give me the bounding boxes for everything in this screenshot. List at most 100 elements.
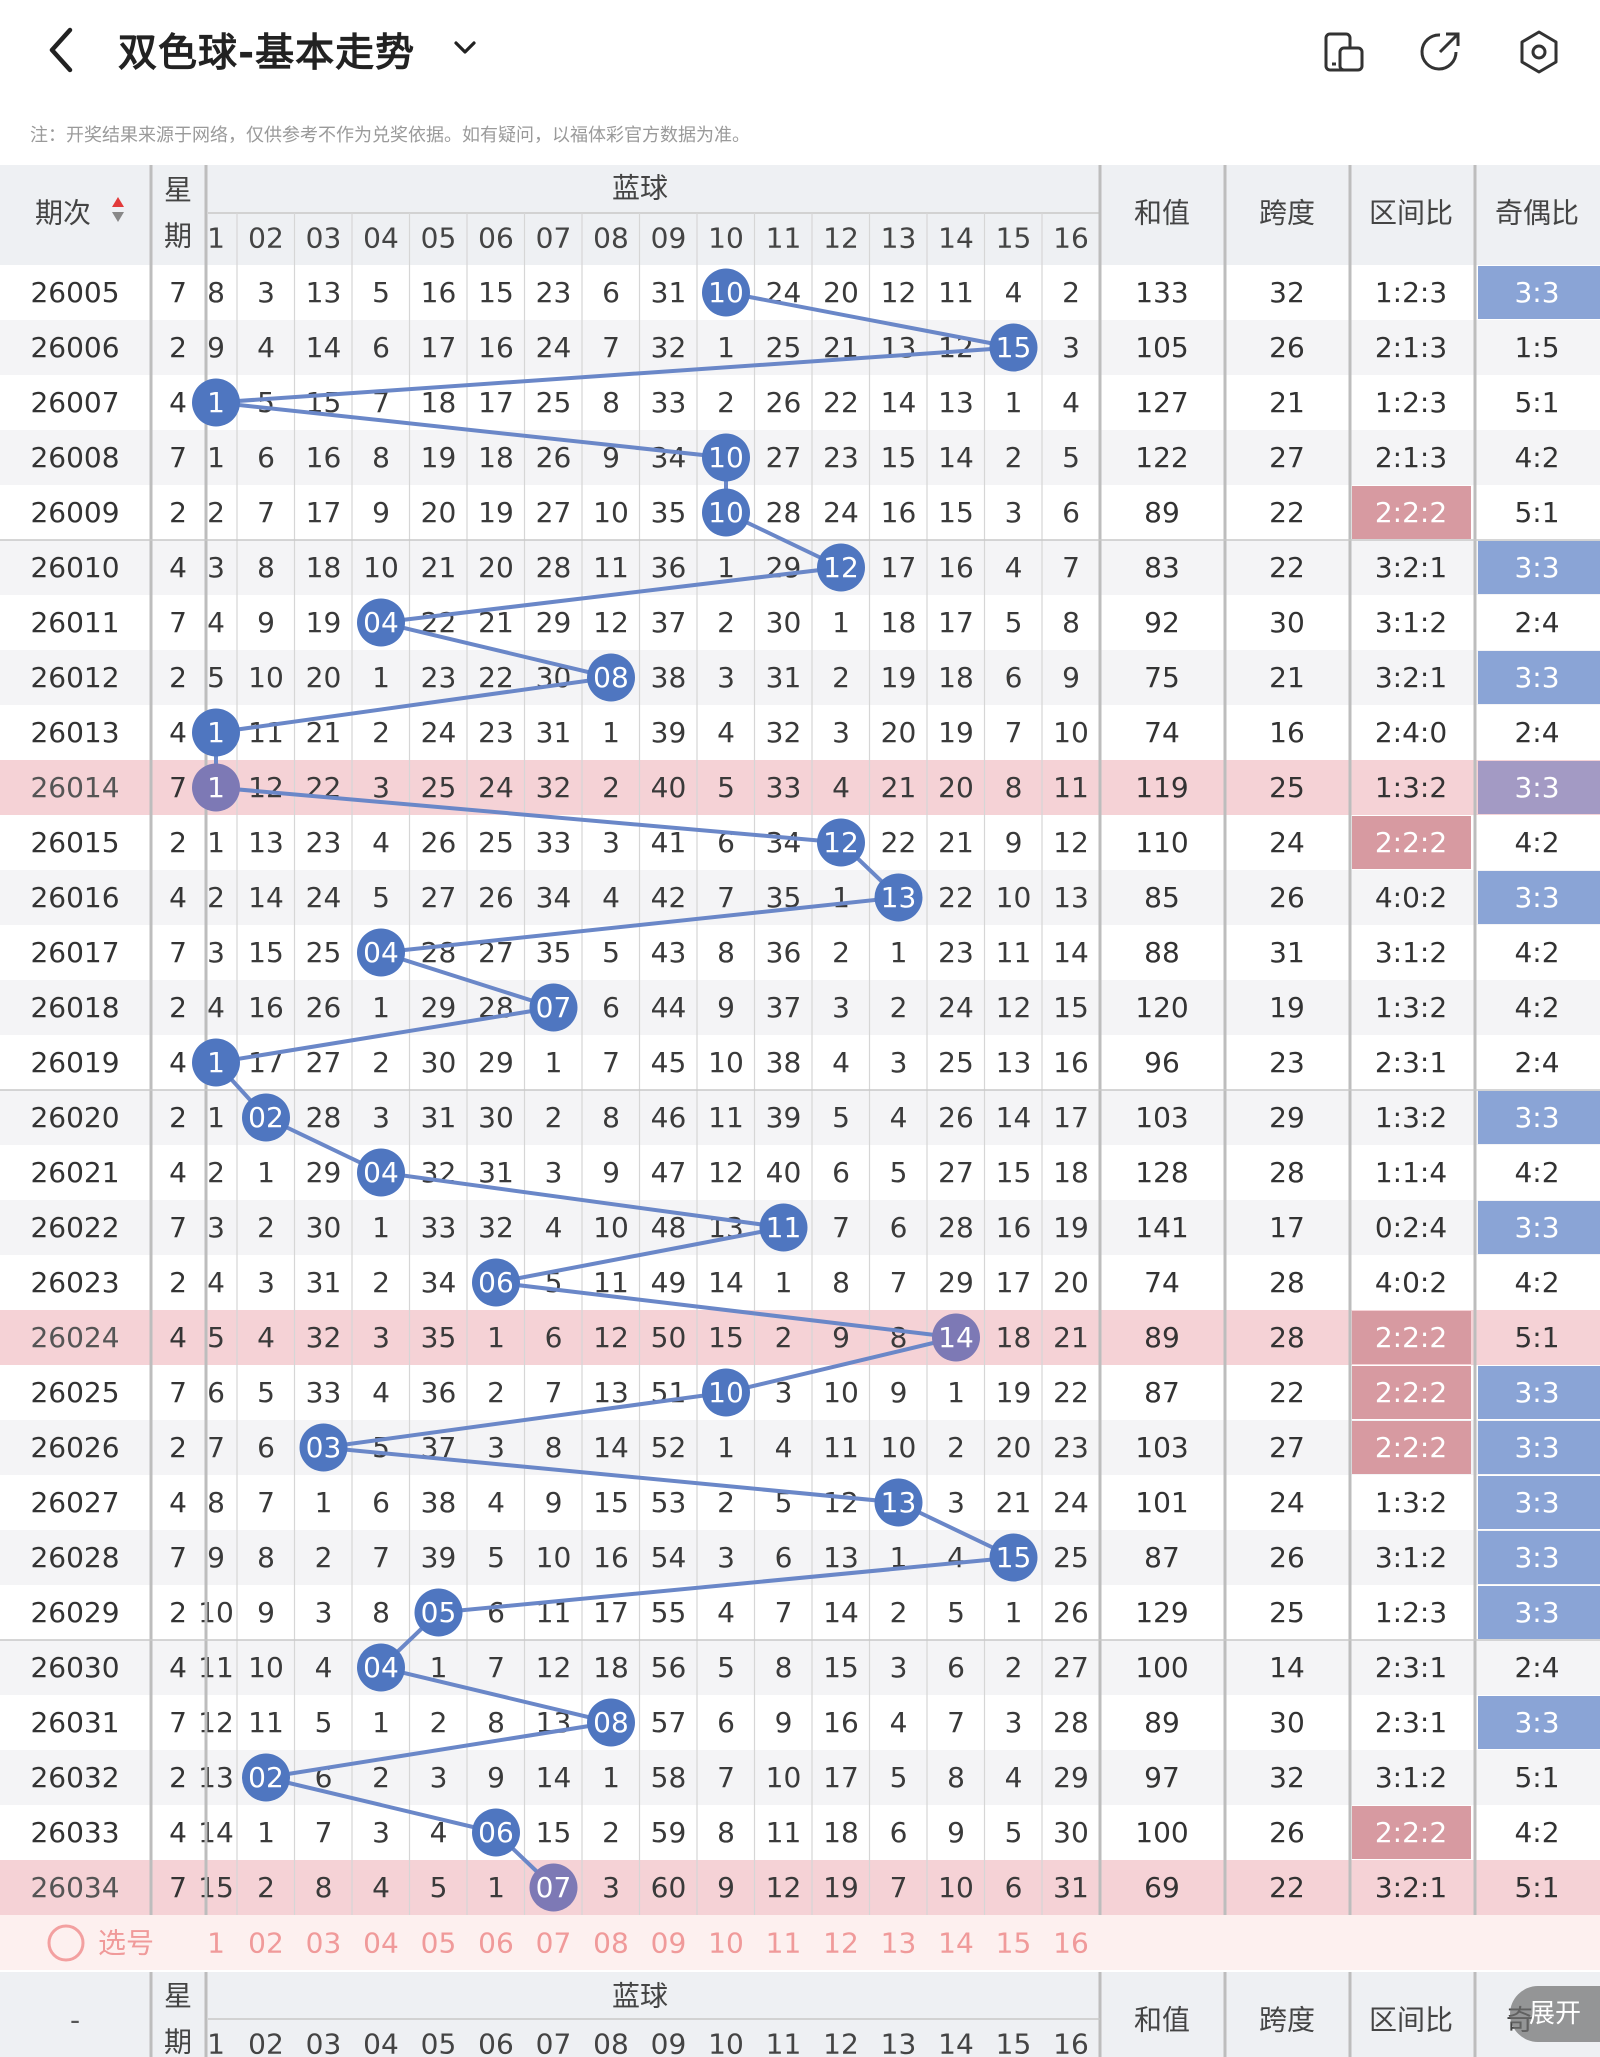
blue-ball[interactable]	[242, 1753, 290, 1802]
table-row[interactable]	[0, 870, 1600, 925]
table-row[interactable]	[0, 650, 1600, 705]
dropdown-chevron-icon[interactable]	[450, 32, 480, 62]
row-miss-value: 52	[651, 1431, 687, 1464]
table-row[interactable]	[0, 1145, 1600, 1200]
table-row[interactable]	[0, 980, 1600, 1035]
table-row[interactable]	[0, 1420, 1600, 1475]
blue-ball[interactable]	[817, 818, 865, 867]
blue-ball[interactable]	[702, 488, 750, 537]
select-number[interactable]: 09	[651, 1927, 687, 1960]
blue-ball[interactable]	[357, 598, 405, 647]
row-zone: 1:3:2	[1375, 991, 1447, 1024]
select-number[interactable]: 07	[536, 1927, 572, 1960]
blue-ball[interactable]	[192, 708, 240, 757]
blue-ball[interactable]	[874, 1478, 923, 1527]
select-number[interactable]: 11	[766, 1927, 802, 1960]
blue-ball[interactable]	[989, 323, 1038, 372]
select-number[interactable]: 08	[593, 1927, 629, 1960]
table-row[interactable]	[0, 485, 1600, 540]
select-number[interactable]: 14	[938, 1927, 974, 1960]
select-number[interactable]: 1	[207, 1927, 225, 1960]
select-number[interactable]: 06	[478, 1927, 514, 1960]
blue-ball[interactable]	[299, 1423, 348, 1472]
blue-ball[interactable]	[702, 1368, 750, 1417]
row-miss-value: 19	[996, 1376, 1032, 1409]
table-row[interactable]	[0, 1255, 1600, 1310]
table-row[interactable]	[0, 265, 1600, 320]
blue-ball[interactable]	[587, 653, 635, 702]
circle-select-icon[interactable]	[47, 1924, 85, 1962]
row-miss-value: 3	[257, 1266, 275, 1299]
table-row[interactable]	[0, 1640, 1600, 1695]
table-row[interactable]	[0, 375, 1600, 430]
select-number[interactable]: 15	[996, 1927, 1032, 1960]
select-number[interactable]: 02	[248, 1927, 284, 1960]
row-miss-value: 11	[766, 1816, 802, 1849]
row-miss-value: 17	[996, 1266, 1032, 1299]
blue-ball[interactable]	[759, 1203, 808, 1252]
blue-ball[interactable]	[989, 1533, 1038, 1582]
table-row[interactable]	[0, 1475, 1600, 1530]
page-title[interactable]: 双色球-基本走势	[118, 31, 416, 76]
select-number[interactable]: 10	[708, 1927, 744, 1960]
blue-ball[interactable]	[587, 1698, 635, 1747]
blue-ball[interactable]	[357, 1643, 405, 1692]
select-number[interactable]: 04	[363, 1927, 399, 1960]
sort-down-icon[interactable]	[112, 212, 124, 222]
row-zone: 2:2:2	[1375, 1431, 1447, 1464]
blue-ball-number: 1	[207, 716, 225, 749]
blue-ball[interactable]	[529, 1863, 578, 1912]
table-row[interactable]	[0, 1860, 1600, 1915]
blue-ball[interactable]	[414, 1588, 463, 1637]
table-row[interactable]	[0, 430, 1600, 485]
table-row[interactable]	[0, 1530, 1600, 1585]
row-miss-value: 24	[306, 881, 342, 914]
select-number[interactable]: 03	[306, 1927, 342, 1960]
blue-ball[interactable]	[357, 1148, 405, 1197]
blue-ball[interactable]	[817, 543, 865, 592]
table-row[interactable]	[0, 1695, 1600, 1750]
blue-ball[interactable]	[932, 1313, 980, 1362]
expand-button[interactable]: 展开	[1510, 1986, 1600, 2042]
row-miss-value: 2	[717, 386, 735, 419]
row-zone: 2:2:2	[1375, 1376, 1447, 1409]
blue-ball[interactable]	[192, 378, 240, 427]
table-row[interactable]	[0, 595, 1600, 650]
table-row[interactable]	[0, 760, 1600, 815]
settings-icon[interactable]	[1515, 28, 1563, 76]
table-row[interactable]	[0, 320, 1600, 375]
row-miss-value: 31	[651, 276, 687, 309]
blue-ball[interactable]	[242, 1093, 290, 1142]
table-row[interactable]	[0, 815, 1600, 870]
blue-ball[interactable]	[472, 1258, 520, 1307]
select-number[interactable]: 05	[421, 1927, 457, 1960]
row-span: 28	[1269, 1321, 1305, 1354]
blue-ball[interactable]	[192, 1038, 240, 1087]
share-icon[interactable]	[1416, 28, 1464, 76]
row-miss-value: 53	[651, 1486, 687, 1519]
table-row[interactable]	[0, 1035, 1600, 1090]
blue-ball[interactable]	[192, 763, 240, 812]
row-span: 19	[1269, 991, 1305, 1024]
blue-ball[interactable]	[529, 983, 578, 1032]
phone-landscape-icon[interactable]	[1320, 28, 1368, 76]
blue-ball[interactable]	[472, 1808, 520, 1857]
row-week: 4	[169, 881, 187, 914]
select-number[interactable]: 16	[1053, 1927, 1089, 1960]
row-miss-value: 14	[306, 331, 342, 364]
table-row[interactable]	[0, 1805, 1600, 1860]
select-number[interactable]: 12	[823, 1927, 859, 1960]
row-miss-value: 3	[947, 1486, 965, 1519]
blue-ball[interactable]	[702, 268, 750, 317]
table-row[interactable]	[0, 705, 1600, 760]
sort-up-icon[interactable]	[112, 197, 124, 207]
table-row[interactable]	[0, 925, 1600, 980]
blue-ball[interactable]	[702, 433, 750, 482]
blue-ball[interactable]	[357, 928, 405, 977]
blue-ball[interactable]	[874, 873, 923, 922]
row-miss-value: 1	[775, 1266, 793, 1299]
row-miss-value: 1	[207, 441, 225, 474]
table-row[interactable]	[0, 1585, 1600, 1640]
back-arrow-icon[interactable]	[40, 24, 84, 76]
select-number[interactable]: 13	[881, 1927, 917, 1960]
